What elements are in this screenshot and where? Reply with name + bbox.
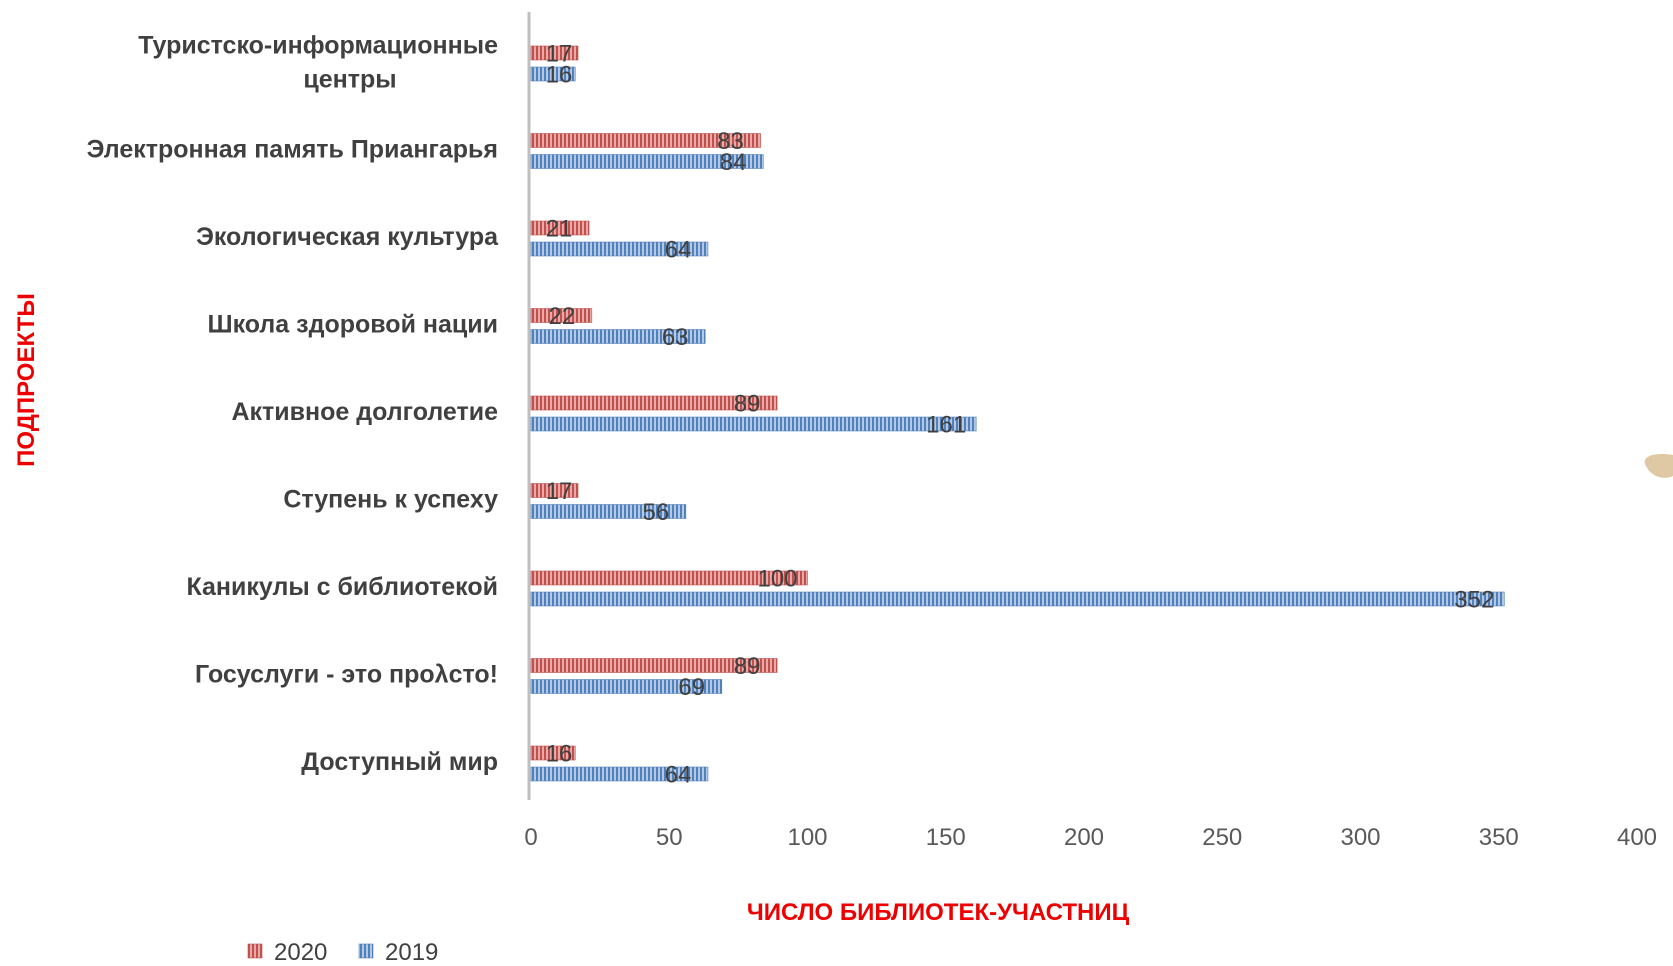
x-tick-label: 100 bbox=[787, 824, 827, 851]
bar-2019 bbox=[530, 591, 1505, 607]
category-label: Активное долголетие bbox=[231, 398, 498, 426]
category-label: Электронная память Приангарья bbox=[87, 136, 498, 164]
data-label-2020: 16 bbox=[546, 740, 573, 767]
bar-2019 bbox=[530, 679, 723, 694]
x-axis-title: ЧИСЛО БИБЛИОТЕК-УЧАСТНИЦ bbox=[747, 899, 1130, 926]
bar-2020 bbox=[530, 308, 593, 323]
category-label: Школа здоровой нации bbox=[207, 311, 498, 339]
bar-2020 bbox=[530, 745, 576, 761]
legend-swatch-2020 bbox=[247, 943, 263, 959]
x-tick-label: 0 bbox=[524, 824, 537, 851]
data-label-2019: 64 bbox=[665, 236, 692, 263]
bar-2020 bbox=[530, 133, 761, 148]
data-label-2019: 63 bbox=[662, 324, 689, 351]
category-label: Туристско-информационные центры bbox=[138, 32, 498, 94]
x-tick-label: 50 bbox=[656, 824, 683, 851]
category-label: Госуслуги - это прολсто! bbox=[195, 661, 498, 689]
category-label: Экологическая культура bbox=[196, 223, 499, 251]
x-tick-label: 150 bbox=[926, 824, 966, 851]
x-tick-label: 350 bbox=[1479, 824, 1519, 851]
bar-2020 bbox=[530, 395, 778, 411]
data-label-2019: 161 bbox=[926, 411, 966, 438]
data-label-2019: 64 bbox=[665, 761, 692, 788]
bar-2019 bbox=[530, 504, 687, 519]
data-label-2019: 69 bbox=[678, 674, 705, 701]
category-labels: Туристско-информационные центры Электронна… bbox=[87, 32, 499, 777]
bar-2020 bbox=[530, 45, 579, 61]
bar-2019 bbox=[530, 329, 706, 344]
data-label-2020: 21 bbox=[546, 215, 573, 242]
data-label-2020: 17 bbox=[546, 478, 573, 505]
data-label-2019: 56 bbox=[642, 499, 669, 526]
bars bbox=[530, 45, 1505, 782]
data-label-2020: 17 bbox=[546, 40, 573, 67]
bar-2019 bbox=[530, 154, 764, 169]
category-label: Ступень к успеху bbox=[283, 486, 498, 514]
legend: 2020 2019 bbox=[247, 939, 438, 966]
data-label-2020: 89 bbox=[734, 653, 761, 680]
bar-2020 bbox=[530, 658, 778, 673]
legend-label-2019: 2019 bbox=[385, 939, 438, 966]
legend-swatch-2019 bbox=[358, 943, 374, 959]
category-label: Доступный мир bbox=[301, 748, 498, 776]
data-label-2020: 89 bbox=[734, 390, 761, 417]
x-tick-label: 400 bbox=[1617, 824, 1657, 851]
category-label: Каникулы с библиотекой bbox=[186, 573, 498, 601]
bar-2019 bbox=[530, 766, 709, 782]
legend-label-2020: 2020 bbox=[274, 939, 327, 966]
bar-2020 bbox=[530, 483, 579, 498]
x-tick-label: 300 bbox=[1340, 824, 1380, 851]
bar-2019 bbox=[530, 241, 709, 257]
x-axis-tick-labels: 0 50 100 150 200 250 300 350 400 bbox=[524, 824, 1657, 851]
bar-2020 bbox=[530, 220, 590, 236]
data-label-2020: 83 bbox=[717, 128, 744, 155]
x-tick-label: 250 bbox=[1202, 824, 1242, 851]
data-label-2019: 84 bbox=[720, 149, 747, 176]
bar-2020 bbox=[530, 570, 808, 586]
decorative-shape bbox=[1644, 454, 1673, 478]
bar-2019 bbox=[530, 416, 977, 432]
y-axis-title: ПОДПРОЕКТЫ bbox=[13, 293, 40, 467]
data-label-2020: 22 bbox=[548, 303, 575, 330]
data-label-2019: 16 bbox=[546, 61, 573, 88]
data-label-2020: 100 bbox=[757, 565, 797, 592]
data-label-2019: 352 bbox=[1454, 586, 1494, 613]
x-tick-label: 200 bbox=[1064, 824, 1104, 851]
bar-2019 bbox=[530, 66, 576, 82]
